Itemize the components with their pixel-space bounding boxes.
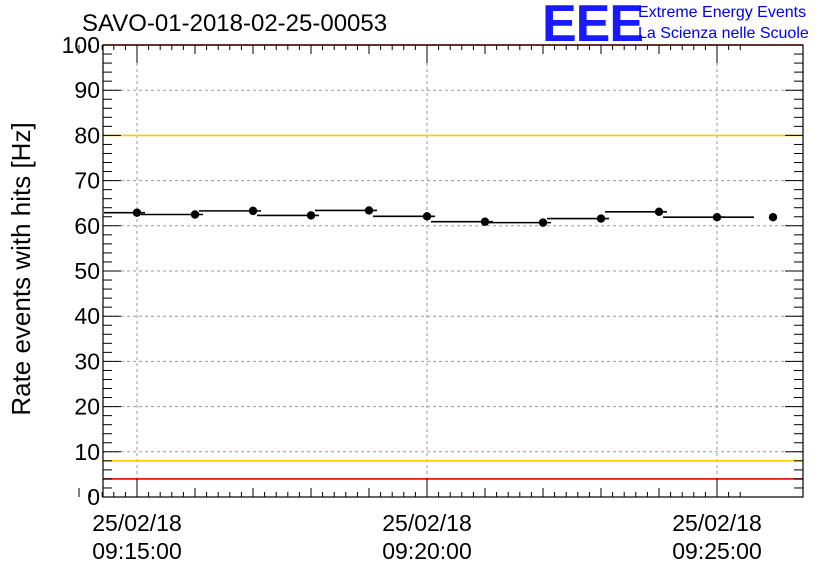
y-tick-label: 60 bbox=[74, 213, 100, 239]
chart-title: SAVO-01-2018-02-25-00053 bbox=[82, 10, 388, 37]
data-point bbox=[654, 207, 664, 216]
y-axis-label: Rate events with hits [Hz] bbox=[6, 122, 36, 415]
data-point bbox=[132, 208, 142, 217]
y-tick-label: 0 bbox=[87, 484, 100, 510]
x-tick-date-label: 25/02/18 bbox=[672, 510, 762, 536]
data-point bbox=[190, 210, 200, 219]
data-point bbox=[768, 213, 778, 222]
data-point bbox=[306, 211, 316, 220]
eee-logo: EEE bbox=[542, 0, 644, 53]
y-tick-label: 100 bbox=[62, 32, 100, 58]
data-point bbox=[712, 213, 722, 222]
x-tick-time-label: 09:15:00 bbox=[92, 538, 182, 564]
x-tick-time-label: 09:20:00 bbox=[382, 538, 472, 564]
x-tick-date-label: 25/02/18 bbox=[92, 510, 182, 536]
data-point bbox=[364, 206, 374, 215]
y-tick-label: 40 bbox=[74, 303, 100, 329]
x-tick-date-label: 25/02/18 bbox=[382, 510, 472, 536]
y-tick-label: 10 bbox=[74, 439, 100, 465]
y-tick-label: 70 bbox=[74, 168, 100, 194]
y-tick-label: 90 bbox=[74, 77, 100, 103]
y-tick-label: 30 bbox=[74, 348, 100, 374]
logo-tagline-1: Extreme Energy Events bbox=[638, 4, 807, 21]
y-tick-label: 20 bbox=[74, 394, 100, 420]
y-tick-label: 50 bbox=[74, 258, 100, 284]
data-point bbox=[480, 217, 490, 226]
x-tick-time-label: 09:25:00 bbox=[672, 538, 762, 564]
data-point bbox=[538, 218, 548, 227]
data-point bbox=[248, 206, 258, 216]
data-point bbox=[422, 212, 432, 221]
y-tick-label: 80 bbox=[74, 122, 100, 148]
data-point bbox=[596, 214, 606, 223]
logo-tagline-2: La Scienza nelle Scuole bbox=[638, 25, 809, 42]
